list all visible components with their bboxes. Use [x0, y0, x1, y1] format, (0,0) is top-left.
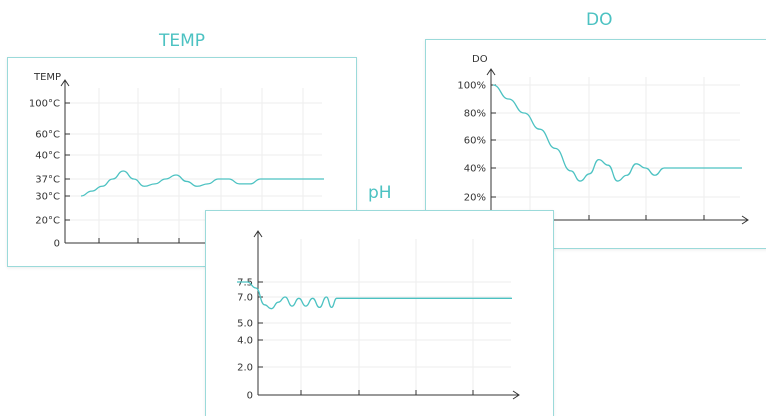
- y-tick-label: 60%: [464, 136, 486, 147]
- y-tick-label: 4.0: [237, 336, 253, 347]
- ph-x-axis-arrow: [512, 390, 520, 400]
- y-tick-label: 80%: [464, 109, 486, 120]
- do-chart: 20% 40% 60% 80% 100% DO: [457, 54, 749, 225]
- y-tick-label: 7.0: [237, 293, 253, 304]
- y-tick-label: 2.0: [237, 363, 253, 374]
- do-chart-title: DO: [586, 10, 613, 30]
- y-tick-label: 0: [54, 239, 60, 250]
- ph-chart: 0 2.0 4.0 5.0 7.0 7.5: [237, 230, 520, 402]
- ph-chart-title: pH: [368, 183, 392, 203]
- do-y-axis-arrow: [486, 68, 496, 76]
- y-tick-label: 0: [247, 391, 253, 402]
- y-tick-label: 40°C: [35, 151, 60, 162]
- y-tick-label: 37°C: [35, 175, 60, 186]
- do-x-axis-arrow: [741, 215, 749, 225]
- y-tick-label: 7.5: [237, 278, 253, 289]
- ph-gridlines: [258, 239, 511, 395]
- ph-chart-panel: 0 2.0 4.0 5.0 7.0 7.5: [205, 210, 554, 416]
- temp-series-line: [80, 170, 324, 197]
- temp-y-axis-arrow: [60, 79, 70, 87]
- temp-chart-title: TEMP: [159, 31, 206, 51]
- y-tick-label: 20%: [464, 193, 486, 204]
- y-tick-label: 20°C: [35, 216, 60, 227]
- do-y-axis-label: DO: [472, 54, 488, 65]
- y-tick-label: 60°C: [35, 130, 60, 141]
- ph-y-axis-arrow: [253, 230, 263, 238]
- do-gridlines: [491, 77, 740, 220]
- temp-y-axis-label: TEMP: [33, 72, 61, 83]
- y-tick-label: 30°C: [35, 192, 60, 203]
- y-tick-label: 100°C: [29, 99, 60, 110]
- do-series-line: [492, 84, 742, 182]
- y-tick-label: 100%: [457, 81, 486, 92]
- y-tick-label: 5.0: [237, 319, 253, 330]
- ph-series-line: [237, 281, 512, 310]
- y-tick-label: 40%: [464, 164, 486, 175]
